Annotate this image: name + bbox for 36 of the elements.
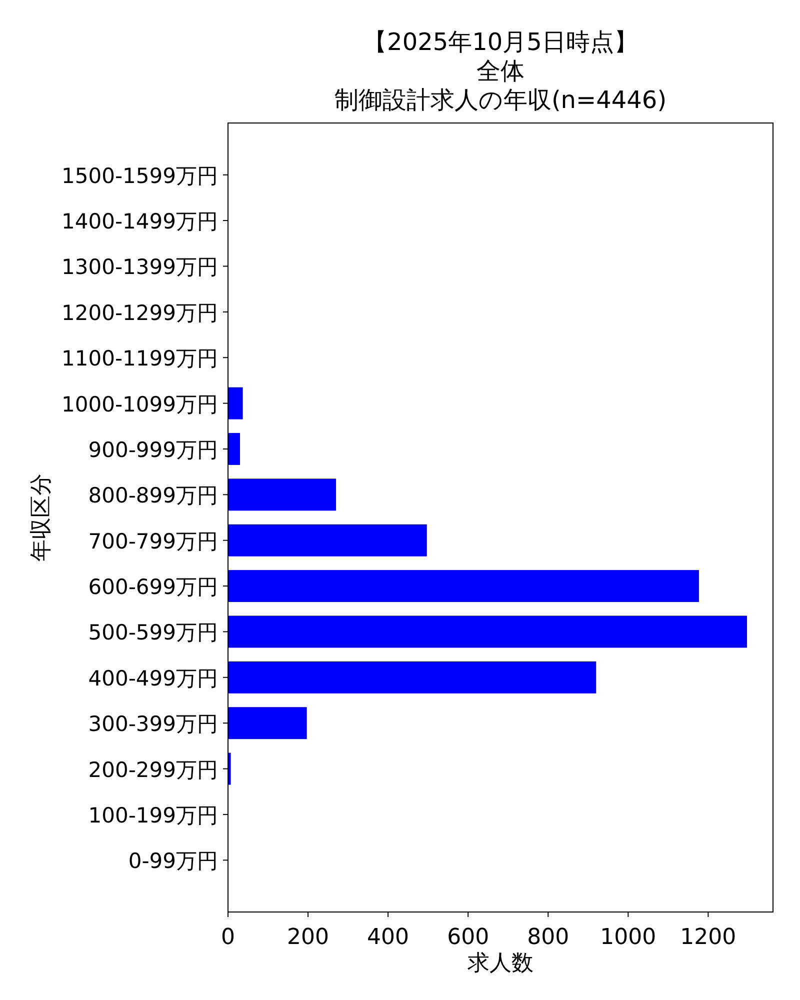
bar (228, 661, 596, 694)
y-tick-label: 1200-1299万円 (62, 300, 218, 325)
bar (228, 432, 240, 465)
y-tick-label: 200-299万円 (88, 758, 218, 782)
y-tick-label: 1100-1199万円 (62, 346, 218, 371)
x-tick-label: 1200 (680, 925, 736, 950)
x-tick-label: 400 (367, 925, 410, 950)
bar (228, 524, 427, 556)
y-tick-label: 1500-1599万円 (62, 164, 218, 188)
bar (228, 387, 243, 420)
chart-title: 制御設計求人の年収(n=4446) (334, 86, 667, 114)
y-tick-label: 400-499万円 (88, 666, 218, 690)
y-tick-label: 100-199万円 (88, 803, 218, 828)
y-tick-label: 600-699万円 (88, 575, 218, 600)
text: 全体 (476, 57, 524, 85)
y-tick-label: 300-399万円 (88, 712, 218, 736)
y-tick-label: 500-599万円 (88, 620, 218, 645)
y-tick-label: 900-999万円 (88, 438, 218, 462)
x-tick-label: 1000 (600, 925, 656, 950)
bar (228, 707, 307, 740)
y-tick-label: 1000-1099万円 (62, 392, 218, 416)
bar (228, 616, 747, 648)
y-tick-label: 800-899万円 (88, 484, 218, 508)
x-tick-label: 600 (447, 925, 490, 950)
bar (228, 570, 699, 602)
y-tick-label: 700-799万円 (88, 529, 218, 554)
bar (228, 478, 336, 511)
x-axis-title: 求人数 (468, 951, 534, 976)
y-tick-label: 1300-1399万円 (62, 255, 218, 280)
y-axis-title: 年収区分 (29, 474, 54, 562)
y-tick-label: 1400-1499万円 (62, 210, 218, 234)
text: 【2025年10月5日時点】 (363, 28, 638, 56)
x-tick-label: 800 (527, 925, 570, 950)
x-tick-label: 0 (221, 925, 235, 950)
y-tick-label: 0-99万円 (128, 849, 218, 874)
x-tick-label: 200 (287, 925, 330, 950)
